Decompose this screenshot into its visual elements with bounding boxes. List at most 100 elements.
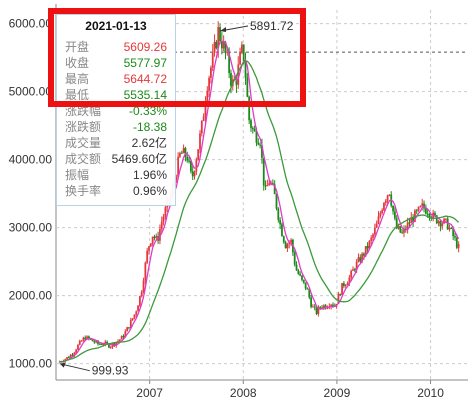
candle-body (91, 339, 94, 342)
x-axis-ticks: 2007 2008 2009 2010 (136, 386, 444, 400)
candle-body (80, 340, 83, 342)
candle-body (188, 160, 190, 162)
candle-body (457, 244, 460, 248)
candle-body (350, 270, 353, 278)
candle-body (366, 246, 369, 249)
candle-body (293, 252, 296, 265)
candle-body (397, 226, 400, 229)
candle-body (66, 357, 68, 360)
candle-body (191, 171, 194, 177)
candle-body (129, 320, 132, 328)
candle-body (439, 221, 442, 227)
candle-body (279, 219, 282, 225)
tooltip-row-value: 0.96% (132, 184, 167, 198)
candle-body (271, 182, 274, 185)
candle-body (128, 327, 130, 329)
candle-body (133, 314, 136, 319)
candle-body (290, 239, 292, 243)
candle-body (353, 269, 356, 271)
candle-body (426, 213, 429, 215)
candle-body (262, 157, 265, 186)
candle-body (255, 131, 258, 143)
candle-body (288, 242, 291, 245)
y-tick-label: 4000.00 (9, 153, 53, 167)
candle-body (75, 349, 78, 353)
candle-body (251, 127, 254, 130)
candle-body (441, 223, 444, 227)
candle-body (199, 133, 201, 150)
candle-body (122, 335, 125, 338)
tooltip-row-value: 5644.72 (123, 72, 167, 86)
candle-body (131, 318, 134, 321)
candle-body (206, 90, 209, 103)
candle-body (417, 206, 420, 211)
candle-body (204, 102, 207, 117)
candle-body (375, 223, 378, 228)
candle-body (446, 218, 449, 230)
candle-body (197, 149, 200, 161)
candle-body (189, 160, 192, 172)
tooltip-row-value: 2.62亿 (131, 136, 167, 150)
candle-body (144, 262, 147, 281)
candle-body (370, 237, 373, 242)
candle-body (363, 253, 365, 256)
candle-body (452, 228, 455, 237)
data-tooltip: 2021-01-13 开盘 5609.26 收盘 5577.97 最高 5644.72 最低… (56, 14, 176, 206)
candle-body (78, 340, 81, 345)
tooltip-row-label: 振幅 (65, 168, 90, 182)
candle-body (361, 253, 364, 262)
ma-short-line (59, 40, 460, 363)
candle-body (277, 208, 280, 220)
tooltip-row: 最低 5535.14 (57, 87, 175, 103)
candle-body (137, 305, 139, 312)
candle-body (395, 218, 398, 229)
candle-body (388, 194, 391, 196)
candle-body (310, 297, 313, 308)
max-value-label: 5891.72 (250, 19, 294, 33)
candle-body (315, 307, 318, 314)
candle-body (322, 305, 325, 308)
candle-body (98, 343, 101, 345)
candle-body (160, 221, 163, 230)
candle-body (392, 205, 394, 212)
candle-body (113, 343, 116, 346)
candle-body (295, 264, 298, 271)
candle-body (164, 207, 167, 217)
candle-body (175, 177, 178, 180)
x-tick-label: 2009 (324, 386, 351, 400)
candle-body (281, 224, 283, 237)
tooltip-row-label: 最低 (65, 88, 90, 102)
tooltip-row: 最高 5644.72 (57, 71, 175, 87)
candle-body (180, 152, 183, 154)
y-tick-label: 3000.00 (9, 221, 53, 235)
candle-body (266, 185, 269, 187)
candle-body (217, 27, 220, 49)
y-tick-label: 6000.00 (9, 17, 53, 31)
candle-body (443, 218, 445, 224)
candle-body (124, 331, 127, 338)
candle-body (424, 208, 427, 214)
candle-body (313, 306, 316, 308)
y-tick-label: 5000.00 (9, 85, 53, 99)
candle-body (257, 142, 260, 145)
candle-body (235, 79, 238, 85)
candle-body (319, 307, 322, 309)
candle-body (359, 257, 362, 262)
candle-body (312, 306, 314, 308)
candle-body (126, 327, 129, 332)
ma-long-line (59, 60, 460, 363)
candle-body (317, 307, 320, 314)
candle-body (67, 357, 70, 359)
candle-body (115, 342, 118, 346)
candle-body (222, 42, 225, 49)
tooltip-row-value: 5609.26 (123, 40, 167, 54)
min-value-label: 999.93 (92, 364, 129, 378)
candle-body (242, 44, 245, 62)
candle-body (386, 195, 389, 201)
candle-body (434, 212, 436, 216)
candle-body (384, 200, 387, 204)
candle-body (455, 237, 458, 248)
candle-body (210, 67, 212, 78)
highlight-box (48, 8, 306, 107)
candle-body (148, 246, 150, 251)
